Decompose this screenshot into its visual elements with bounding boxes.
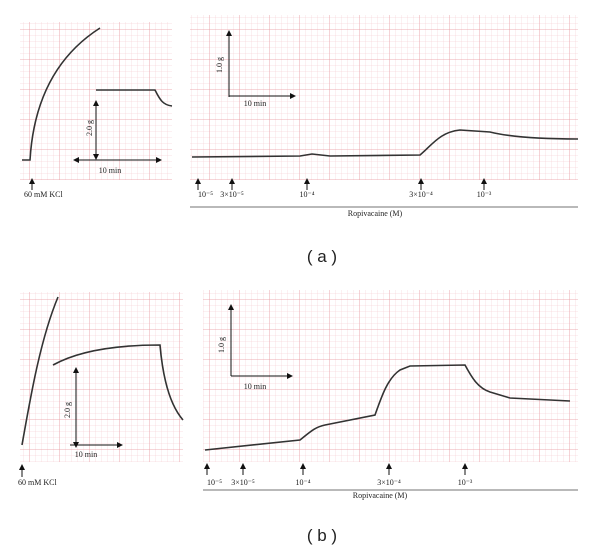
drug-label: Ropivacaine (M): [353, 491, 408, 500]
force-scale: 1.0 g: [215, 57, 224, 73]
drug-label: Ropivacaine (M): [348, 209, 403, 218]
chart-paper: [20, 292, 183, 462]
time-scale: 10 min: [75, 450, 97, 459]
force-scale: 2.0 g: [63, 402, 72, 418]
chart-paper: [190, 15, 578, 180]
time-scale: 10 min: [244, 382, 266, 391]
dose-label: 10⁻⁵: [198, 190, 213, 199]
panel-label: ( a ): [307, 247, 337, 266]
dose-label: 10⁻⁴: [295, 478, 310, 487]
dose-label: 10⁻³: [458, 478, 473, 487]
dose-label: 3×10⁻⁵: [220, 190, 244, 199]
dose-label: 3×10⁻⁴: [409, 190, 433, 199]
force-scale: 1.0 g: [217, 337, 226, 353]
kcl-label: 60 mM KCl: [18, 478, 57, 487]
trace: [204, 364, 571, 451]
dose-label: 10⁻⁴: [299, 190, 314, 199]
panel-label: ( b ): [307, 526, 337, 545]
force-scale: 2.0 g: [85, 120, 94, 136]
panel-a: 2.0 g 10 min 1.0 g 10 min 60 mM KCl Ropi…: [20, 15, 579, 266]
trace: [191, 129, 579, 158]
dose-label: 10⁻⁵: [207, 478, 222, 487]
time-scale: 10 min: [244, 99, 266, 108]
trace: [96, 89, 173, 107]
time-scale: 10 min: [99, 166, 121, 175]
dose-label: 3×10⁻⁴: [377, 478, 401, 487]
dose-label: 3×10⁻⁵: [231, 478, 255, 487]
panel-b: 2.0 g 10 min 1.0 g 10 min 60 mM KCl Ropi…: [18, 290, 578, 545]
dose-label: 10⁻³: [477, 190, 492, 199]
trace: [21, 296, 59, 446]
trace: [52, 344, 184, 421]
kcl-label: 60 mM KCl: [24, 190, 63, 199]
trace: [22, 27, 101, 161]
